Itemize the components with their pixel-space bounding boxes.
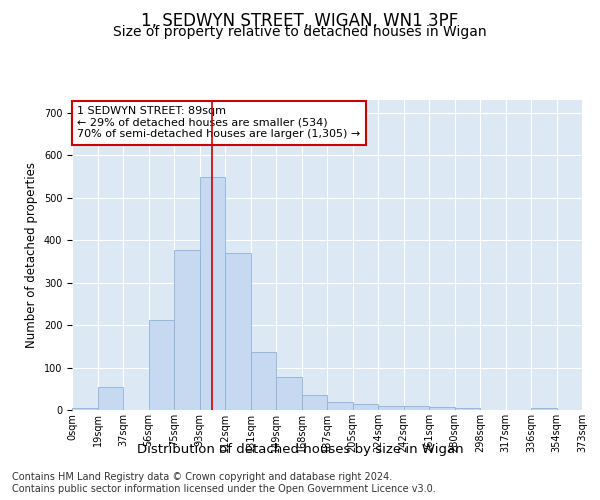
Text: Size of property relative to detached houses in Wigan: Size of property relative to detached ho… (113, 25, 487, 39)
Y-axis label: Number of detached properties: Number of detached properties (25, 162, 38, 348)
Bar (276, 377, 302, 410)
Bar (225, 253, 251, 410)
Bar (531, 408, 557, 410)
Bar (353, 404, 378, 410)
Bar (72, 408, 97, 410)
Text: 1, SEDWYN STREET, WIGAN, WN1 3PF: 1, SEDWYN STREET, WIGAN, WN1 3PF (142, 12, 458, 30)
Bar (149, 320, 174, 410)
Bar (97, 386, 123, 410)
Bar (302, 395, 327, 410)
Bar (199, 178, 225, 410)
Bar (404, 406, 429, 410)
Text: Distribution of detached houses by size in Wigan: Distribution of detached houses by size … (137, 442, 463, 456)
Text: Contains HM Land Registry data © Crown copyright and database right 2024.: Contains HM Land Registry data © Crown c… (12, 472, 392, 482)
Bar (327, 402, 353, 410)
Bar (174, 250, 199, 410)
Bar (251, 352, 276, 410)
Text: Contains public sector information licensed under the Open Government Licence v3: Contains public sector information licen… (12, 484, 436, 494)
Bar (429, 408, 455, 410)
Bar (455, 408, 480, 410)
Bar (378, 406, 404, 410)
Text: 1 SEDWYN STREET: 89sqm
← 29% of detached houses are smaller (534)
70% of semi-de: 1 SEDWYN STREET: 89sqm ← 29% of detached… (77, 106, 361, 140)
